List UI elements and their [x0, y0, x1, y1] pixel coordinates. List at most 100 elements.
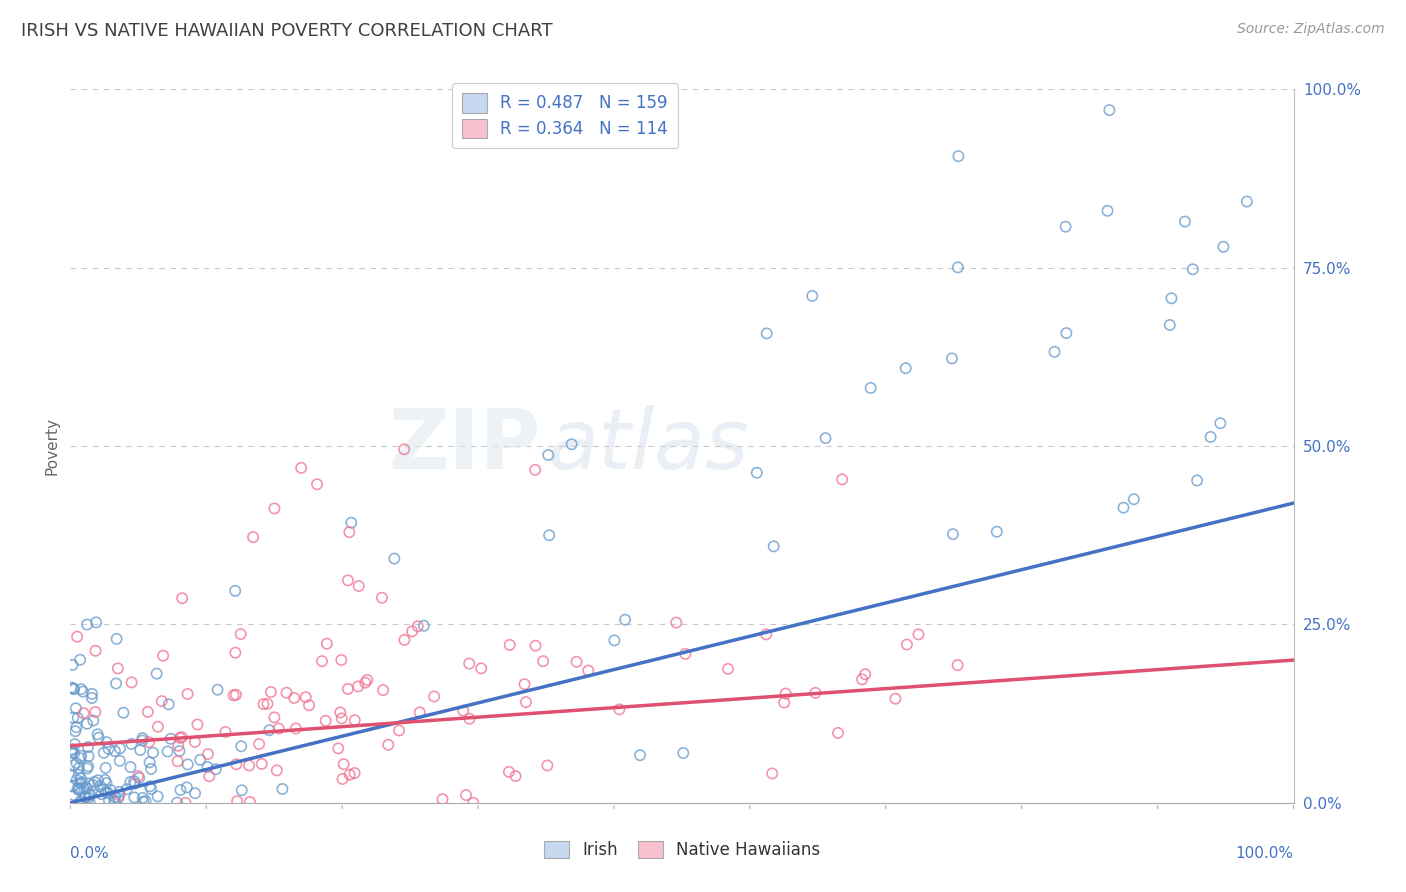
Point [1181, 262, 1204, 277]
Point [145, 666, 167, 681]
Point [207, 682, 229, 697]
Point [458, 712, 481, 726]
Point [139, 762, 162, 776]
Point [336, 681, 359, 696]
Point [267, 722, 290, 736]
Point [82, 778, 104, 792]
Point [515, 695, 537, 709]
Point [84, 705, 107, 719]
Point [538, 528, 561, 542]
Text: atlas: atlas [547, 406, 749, 486]
Point [463, 796, 485, 810]
Point [150, 694, 173, 708]
Point [124, 790, 146, 805]
Point [330, 711, 353, 725]
Point [108, 789, 131, 803]
Point [132, 795, 155, 809]
Point [745, 466, 768, 480]
Point [755, 326, 778, 341]
Point [339, 767, 361, 781]
Point [394, 632, 416, 647]
Point [107, 791, 129, 805]
Point [107, 661, 129, 675]
Point [184, 786, 207, 800]
Point [263, 710, 285, 724]
Point [82, 714, 104, 728]
Point [896, 638, 918, 652]
Point [614, 613, 637, 627]
Point [343, 766, 366, 780]
Point [343, 713, 366, 727]
Point [315, 714, 337, 728]
Point [66, 630, 89, 644]
Point [755, 627, 778, 641]
Point [827, 726, 849, 740]
Point [77, 776, 100, 790]
Point [238, 758, 260, 772]
Point [93, 782, 115, 797]
Point [120, 775, 142, 789]
Point [94, 761, 117, 775]
Point [63, 682, 86, 697]
Point [141, 781, 163, 796]
Point [97, 742, 120, 756]
Point [761, 766, 783, 780]
Point [65, 720, 87, 734]
Point [104, 744, 127, 758]
Point [672, 746, 695, 760]
Point [77, 740, 100, 755]
Point [127, 769, 149, 783]
Point [329, 706, 352, 720]
Point [131, 731, 153, 746]
Y-axis label: Poverty: Poverty [44, 417, 59, 475]
Point [86, 727, 108, 741]
Point [673, 647, 696, 661]
Point [176, 687, 198, 701]
Point [159, 731, 181, 746]
Point [63, 746, 86, 760]
Point [851, 673, 873, 687]
Point [122, 774, 145, 789]
Point [315, 637, 337, 651]
Point [157, 698, 180, 712]
Point [801, 289, 824, 303]
Point [138, 735, 160, 749]
Point [1098, 103, 1121, 117]
Point [1199, 430, 1222, 444]
Point [77, 759, 100, 773]
Point [859, 381, 882, 395]
Point [152, 648, 174, 663]
Point [66, 781, 89, 796]
Point [62, 657, 84, 672]
Point [1174, 214, 1197, 228]
Point [260, 685, 283, 699]
Point [69, 795, 91, 809]
Point [1054, 219, 1077, 234]
Point [1043, 344, 1066, 359]
Point [96, 735, 118, 749]
Point [76, 617, 98, 632]
Point [79, 787, 101, 801]
Point [263, 501, 285, 516]
Point [524, 463, 547, 477]
Point [169, 744, 191, 758]
Point [170, 730, 193, 744]
Point [60, 743, 83, 757]
Point [60, 746, 83, 760]
Point [167, 739, 190, 753]
Point [347, 579, 370, 593]
Point [166, 754, 188, 768]
Point [499, 638, 522, 652]
Point [70, 772, 93, 786]
Point [941, 351, 963, 366]
Point [259, 723, 281, 738]
Point [66, 772, 89, 787]
Point [354, 675, 377, 690]
Point [139, 780, 162, 794]
Point [332, 772, 354, 786]
Point [124, 777, 146, 791]
Point [98, 794, 121, 808]
Point [87, 773, 110, 788]
Point [120, 760, 142, 774]
Point [112, 706, 135, 720]
